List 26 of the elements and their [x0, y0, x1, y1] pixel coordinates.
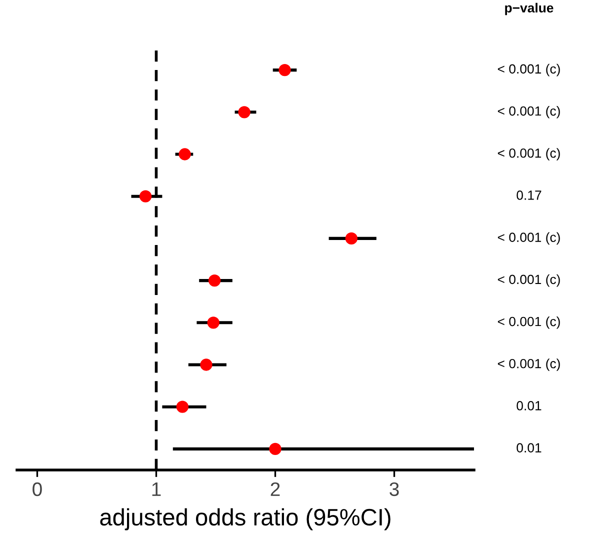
text: < 0.001 (c) — [498, 274, 560, 287]
point — [178, 148, 191, 160]
x-tick-label: 1 — [152, 482, 161, 496]
text: < 0.001 (c) — [498, 358, 560, 371]
point — [345, 232, 358, 245]
text: < 0.001 (c) — [498, 148, 560, 160]
x-tick-label: 2 — [270, 482, 280, 496]
x-tick-label: 0 — [32, 482, 42, 496]
text: 0.01 — [516, 401, 542, 410]
point — [208, 274, 221, 287]
x-axis-title: adjusted odds ratio (95%CI) — [100, 508, 390, 530]
text: < 0.001 (c) — [498, 316, 560, 329]
point — [200, 358, 212, 371]
point — [278, 64, 291, 76]
text: p−value — [505, 2, 554, 16]
x-tick-label: 3 — [390, 482, 399, 496]
point — [238, 106, 250, 118]
text: < 0.001 (c) — [498, 232, 560, 245]
point — [139, 190, 152, 202]
point — [207, 316, 220, 329]
text: 0.17 — [516, 190, 542, 200]
point — [269, 442, 282, 456]
point — [176, 400, 188, 413]
text: < 0.001 (c) — [498, 64, 560, 76]
text: < 0.001 (c) — [498, 106, 560, 118]
text: 0.01 — [516, 443, 542, 452]
